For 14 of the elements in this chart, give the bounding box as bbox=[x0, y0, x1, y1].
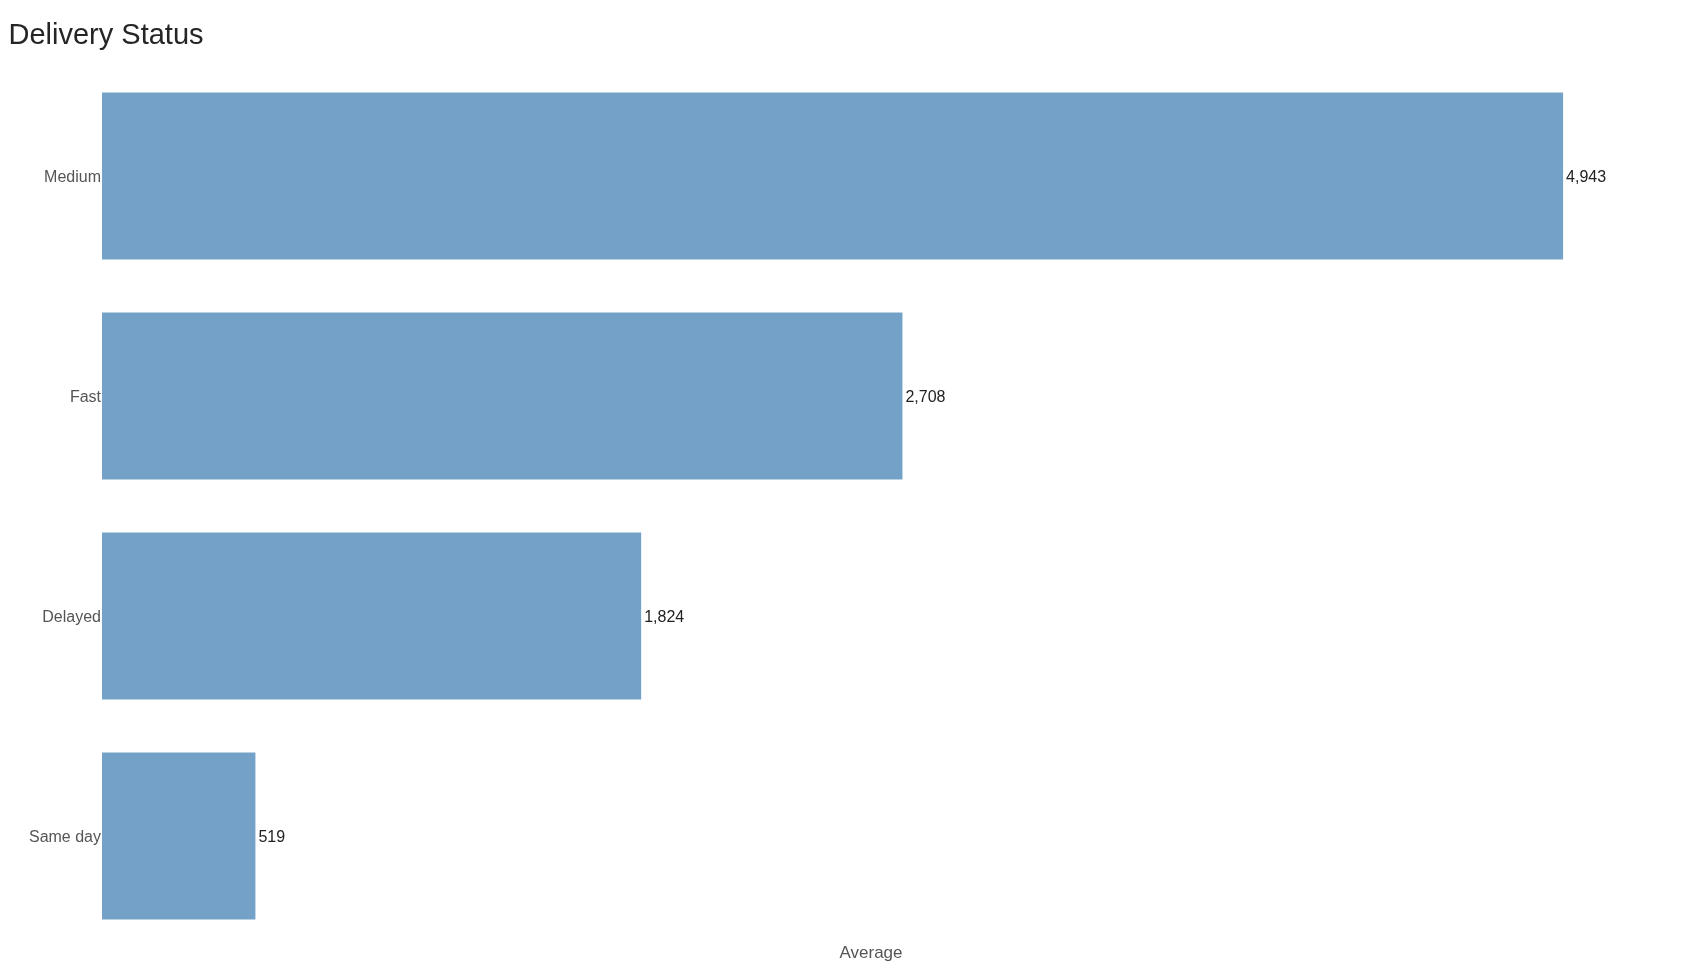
data-label: 4,943 bbox=[1566, 167, 1607, 185]
data-label: 519 bbox=[258, 827, 286, 845]
data-label: 2,708 bbox=[905, 387, 946, 405]
y-tick-label: Delayed bbox=[42, 607, 101, 625]
y-tick-label: Fast bbox=[69, 387, 102, 405]
chart-title: Delivery Status bbox=[8, 18, 204, 51]
bar bbox=[102, 92, 1564, 260]
bar bbox=[102, 312, 903, 480]
x-axis-title: Average bbox=[839, 943, 903, 963]
y-tick-label: Same day bbox=[28, 827, 101, 845]
bar bbox=[102, 752, 256, 920]
data-label: 1,824 bbox=[644, 607, 685, 625]
y-tick-label: Medium bbox=[44, 167, 101, 185]
bar bbox=[102, 532, 642, 700]
